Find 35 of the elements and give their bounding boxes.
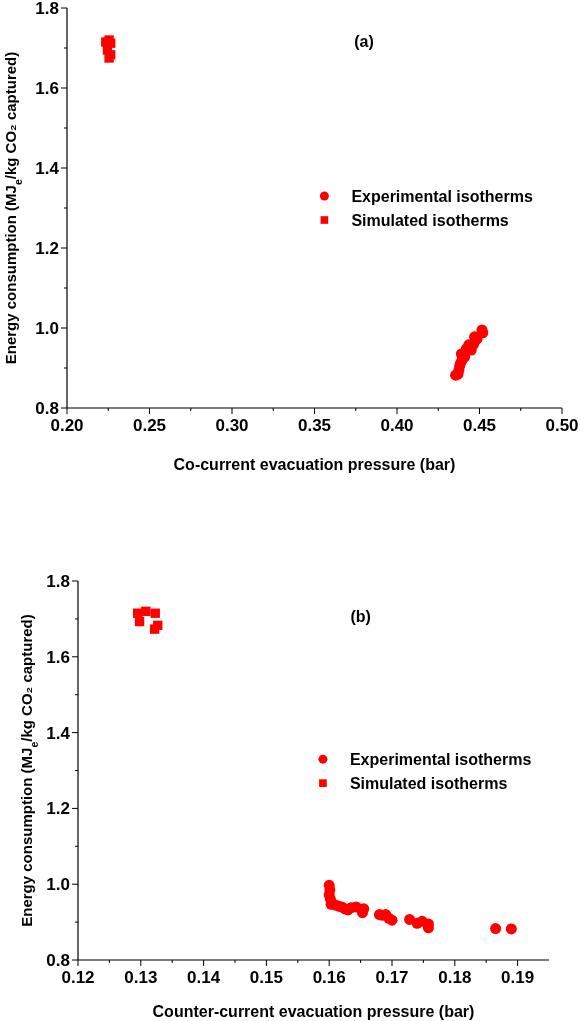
x-tick-label: 0.20 <box>50 416 84 435</box>
x-tick-label: 0.50 <box>545 416 579 435</box>
legend-label: Experimental isotherms <box>349 751 532 769</box>
y-tick-label: 0.8 <box>35 399 59 418</box>
y-tick-label: 1.0 <box>35 319 59 338</box>
legend-label: Simulated isotherms <box>349 775 508 793</box>
x-tick-label: 0.45 <box>462 416 497 435</box>
y-tick-label: 1.0 <box>46 875 70 895</box>
x-tick-label: 0.18 <box>438 968 472 987</box>
text: (a) <box>354 33 374 50</box>
y-tick-label: 1.8 <box>35 0 59 18</box>
x-tick-label: 0.40 <box>380 416 414 435</box>
x-tick-label: 0.17 <box>375 968 409 987</box>
x-axis-title: Counter-current evacuation pressure (bar) <box>152 1003 475 1020</box>
x-tick-label: 0.30 <box>215 416 249 435</box>
x-tick-label: 0.35 <box>297 416 332 435</box>
x-tick-label: 0.15 <box>249 968 283 987</box>
y-tick-label: 1.4 <box>46 723 71 743</box>
y-tick-label: 1.4 <box>35 159 60 178</box>
legend-label: Experimental isotherms <box>351 188 533 205</box>
text: (b) <box>350 608 371 625</box>
y-tick-label: 1.6 <box>35 79 59 98</box>
y-tick-label: 1.2 <box>35 239 59 258</box>
x-tick-label: 0.13 <box>124 968 158 987</box>
x-tick-label: 0.14 <box>187 968 221 987</box>
x-tick-label: 0.19 <box>501 968 535 987</box>
x-tick-label: 0.16 <box>312 968 346 987</box>
y-tick-label: 0.8 <box>46 951 70 970</box>
x-axis-title: Co-current evacuation pressure (bar) <box>173 456 456 473</box>
y-tick-label: 1.6 <box>46 647 70 667</box>
y-tick-label: 1.2 <box>46 799 70 819</box>
x-tick-label: 0.25 <box>132 416 167 435</box>
x-tick-label: 0.12 <box>61 968 95 987</box>
y-tick-label: 1.8 <box>46 572 70 591</box>
legend-label: Simulated isotherms <box>351 212 509 229</box>
